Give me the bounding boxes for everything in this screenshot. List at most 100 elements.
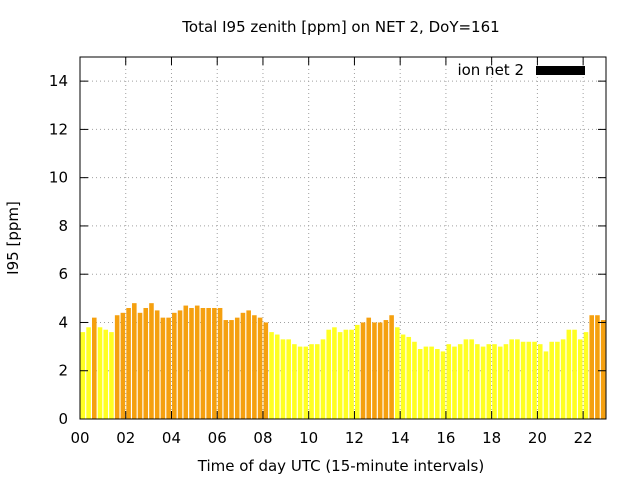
bar <box>280 339 286 419</box>
bar <box>183 305 189 419</box>
bar <box>189 307 194 419</box>
bar <box>274 334 280 419</box>
bar <box>234 317 240 419</box>
bar <box>440 351 446 419</box>
x-tick-label: 22 <box>574 429 593 447</box>
bar-series <box>80 303 606 419</box>
bar <box>297 346 303 419</box>
bar <box>212 307 217 419</box>
bar <box>132 303 137 419</box>
y-tick-label: 10 <box>49 169 68 187</box>
bar <box>543 351 549 419</box>
bar <box>126 307 131 419</box>
bar <box>423 346 429 419</box>
bar <box>269 332 274 419</box>
bar <box>532 341 537 419</box>
bar <box>92 317 97 419</box>
bar <box>383 320 389 419</box>
bar <box>520 341 526 419</box>
x-tick-label: 02 <box>116 429 135 447</box>
bar <box>572 329 577 419</box>
x-tick-label: 10 <box>299 429 318 447</box>
bar <box>86 327 91 419</box>
bar <box>515 339 520 419</box>
bar <box>166 317 171 419</box>
bar <box>589 315 594 419</box>
x-tick-label: 00 <box>70 429 89 447</box>
bar <box>332 327 337 419</box>
bar <box>177 310 183 419</box>
bar <box>114 315 120 419</box>
bar <box>429 346 434 419</box>
bar <box>217 307 223 419</box>
bar <box>154 310 160 419</box>
legend-swatch <box>536 66 585 75</box>
bar <box>263 322 269 419</box>
bar <box>314 344 320 419</box>
bar <box>577 339 583 419</box>
bar <box>560 339 566 419</box>
y-tick-label: 4 <box>58 313 68 331</box>
x-tick-label: 08 <box>253 429 272 447</box>
chart-title: Total I95 zenith [ppm] on NET 2, DoY=161 <box>181 18 499 36</box>
bar <box>492 344 497 419</box>
bar <box>469 339 474 419</box>
bar <box>583 332 589 419</box>
bar <box>160 317 166 419</box>
bar <box>309 344 314 419</box>
bar <box>97 327 103 419</box>
x-tick-label: 12 <box>345 429 364 447</box>
bar <box>109 332 114 419</box>
bar <box>377 322 383 419</box>
bar <box>143 307 149 419</box>
bar <box>566 329 572 419</box>
bar <box>355 324 360 419</box>
bar <box>452 346 457 419</box>
bar <box>206 307 211 419</box>
y-tick-label: 8 <box>58 217 68 235</box>
bar <box>497 346 503 419</box>
y-tick-label: 14 <box>49 72 68 90</box>
bar <box>326 329 331 419</box>
bar <box>252 315 257 419</box>
x-tick-label: 04 <box>162 429 181 447</box>
bar <box>223 320 229 419</box>
x-tick-label: 06 <box>208 429 227 447</box>
bar <box>366 317 372 419</box>
bar <box>337 332 343 419</box>
bar <box>303 346 309 419</box>
bar <box>229 320 234 419</box>
bar <box>200 307 206 419</box>
bar <box>389 315 394 419</box>
x-axis-label: Time of day UTC (15-minute intervals) <box>197 457 484 475</box>
x-tick-label: 16 <box>436 429 455 447</box>
bar <box>400 334 406 419</box>
bar <box>463 339 469 419</box>
legend-label: ion net 2 <box>457 61 524 79</box>
bar <box>446 344 452 419</box>
bar <box>509 339 514 419</box>
y-axis-label: I95 [ppm] <box>4 201 22 275</box>
bar <box>555 341 560 419</box>
plot-frame <box>79 56 607 420</box>
bar <box>172 312 177 419</box>
bar <box>526 341 532 419</box>
bar <box>372 322 377 419</box>
bar <box>240 312 246 419</box>
y-tick-label: 12 <box>49 120 68 138</box>
bar <box>395 327 400 419</box>
x-tick-label: 14 <box>391 429 410 447</box>
bar <box>137 312 143 419</box>
bar <box>103 329 109 419</box>
bar <box>503 344 509 419</box>
bar <box>480 346 486 419</box>
bar <box>475 344 480 419</box>
bar <box>549 341 554 419</box>
bar <box>149 303 154 419</box>
bar <box>320 339 326 419</box>
grid <box>80 57 606 419</box>
bar <box>537 344 543 419</box>
bar <box>286 339 291 419</box>
